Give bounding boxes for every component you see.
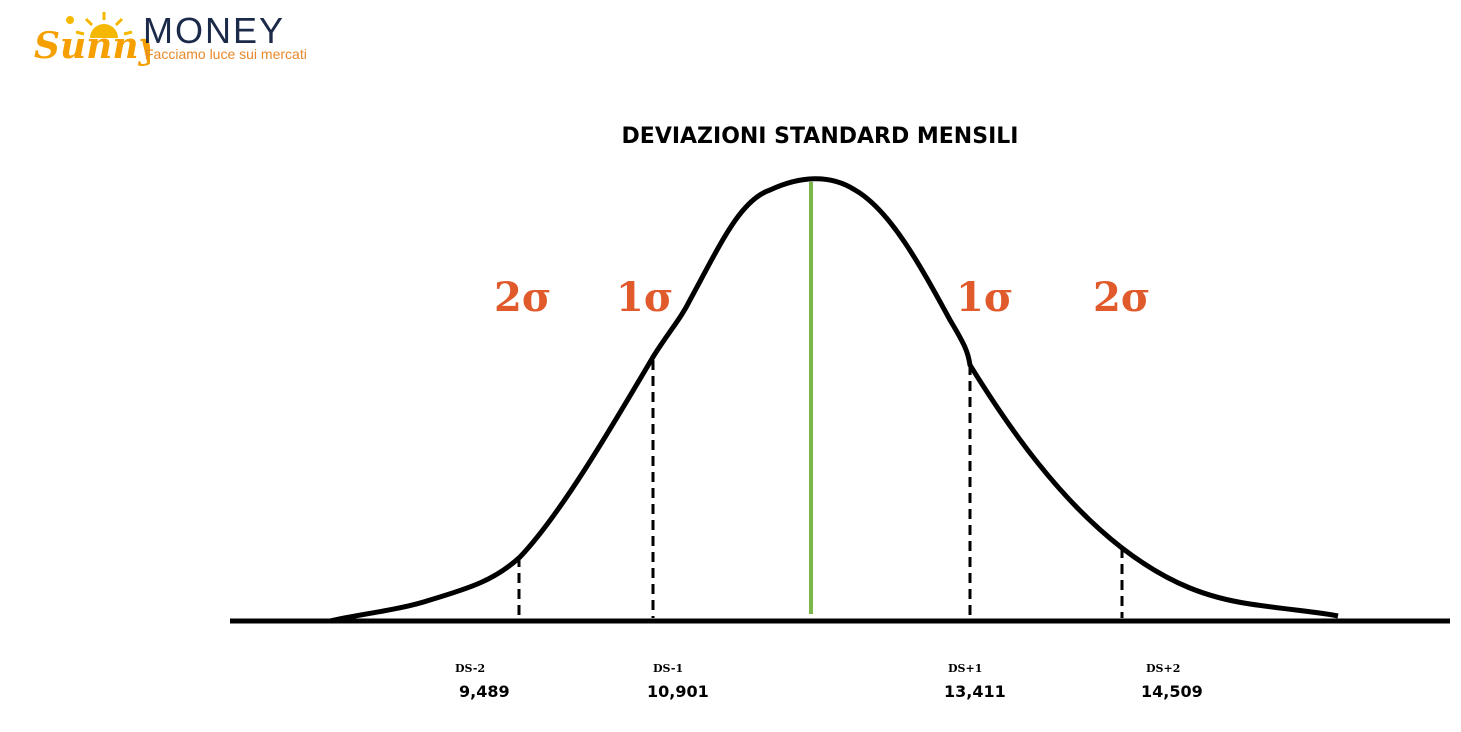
logo-tagline: Facciamo luce sui mercati [145, 46, 307, 62]
marker-label-ds-plus-2: DS+2 [1146, 662, 1181, 675]
marker-label-ds-plus-1: DS+1 [948, 662, 983, 675]
bell-curve [329, 176, 1339, 624]
logo-word: MONEY [143, 10, 286, 51]
marker-value-ds-minus-2: 9,489 [459, 682, 510, 701]
diagram-title: DEVIAZIONI STANDARD MENSILI [621, 124, 1019, 149]
sigma-label-right-2: 2σ [1093, 274, 1151, 321]
marker-value-ds-plus-1: 13,411 [944, 682, 1006, 701]
sigma-label-left-1: 1σ [616, 274, 674, 321]
marker-value-ds-plus-2: 14,509 [1141, 682, 1203, 701]
marker-label-ds-minus-1: DS-1 [653, 662, 684, 675]
marker-label-ds-minus-2: DS-2 [455, 662, 486, 675]
sigma-label-left-2: 2σ [494, 274, 552, 321]
sun-icon: Sunny [34, 12, 150, 67]
logo-script-text: Sunny [34, 25, 150, 67]
marker-value-ds-minus-1: 10,901 [647, 682, 709, 701]
sunny-money-logo: Sunny MONEY Facciamo luce sui mercati [30, 8, 310, 72]
sigma-label-right-1: 1σ [956, 274, 1014, 321]
